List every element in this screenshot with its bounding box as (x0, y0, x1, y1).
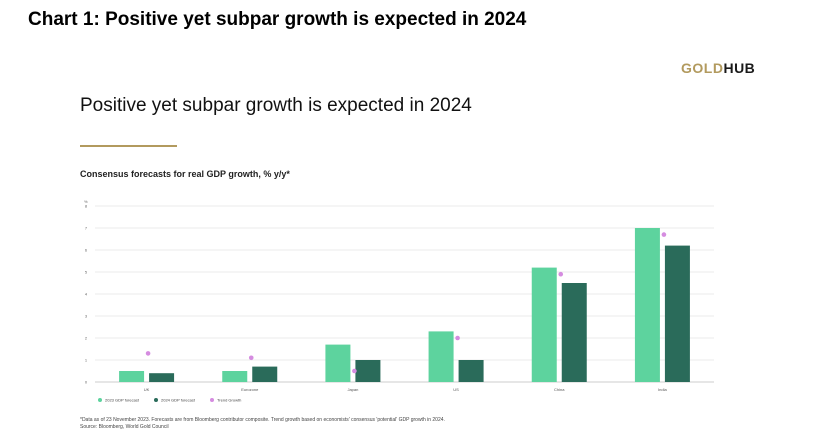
y-tick-label: 6 (85, 248, 88, 253)
title-underline (80, 145, 177, 147)
y-tick-label: 1 (85, 358, 88, 363)
trend-point (248, 355, 254, 361)
y-tick-label: 0 (85, 380, 88, 385)
legend-marker (210, 398, 214, 402)
x-tick-label: China (554, 387, 565, 392)
logo-hub-text: HUB (723, 60, 756, 76)
y-tick-label: 7 (85, 226, 88, 231)
x-tick-label: India (658, 387, 667, 392)
bar-2024 (149, 373, 175, 382)
legend-marker (154, 398, 158, 402)
trend-point (661, 232, 667, 237)
y-tick-label: 4 (85, 292, 88, 297)
bar-2023 (428, 331, 454, 382)
chart-footnote: *Data as of 23 November 2023. Forecasts … (80, 417, 445, 431)
y-axis-unit-label: % (84, 199, 88, 204)
chart-title: Positive yet subpar growth is expected i… (80, 95, 472, 116)
bar-2023 (634, 228, 660, 382)
bar-2024 (561, 283, 587, 382)
legend-label: 2023 GDP forecast (105, 398, 140, 403)
y-tick-label: 5 (85, 270, 88, 275)
y-tick-label: 2 (85, 336, 88, 341)
bar-2023 (325, 344, 351, 382)
x-tick-label: UK (144, 387, 150, 392)
chart-subtitle: Consensus forecasts for real GDP growth,… (80, 169, 290, 179)
footnote-note: *Data as of 23 November 2023. Forecasts … (80, 417, 445, 423)
y-tick-label: 8 (85, 204, 88, 209)
legend-label: 2024 GDP forecast (161, 398, 196, 403)
bar-2024 (252, 366, 278, 382)
trend-point (145, 351, 151, 356)
bar-2024 (355, 360, 381, 382)
bar-2023 (222, 371, 248, 382)
x-tick-label: Eurozone (241, 387, 259, 392)
trend-point (558, 271, 564, 277)
bar-2023 (119, 371, 145, 382)
bar-2024 (458, 360, 484, 382)
goldhub-logo[interactable]: GOLDHUB (681, 60, 755, 76)
trend-point (352, 368, 357, 374)
y-tick-label: 3 (85, 314, 88, 319)
page-header-title: Chart 1: Positive yet subpar growth is e… (28, 9, 527, 30)
x-tick-label: Japan (347, 387, 358, 392)
legend-marker (98, 398, 102, 402)
legend-label: Trend Growth (217, 398, 241, 403)
trend-point (455, 335, 460, 341)
bar-2024 (664, 245, 690, 382)
footnote-source: Source: Bloomberg, World Gold Council (80, 424, 169, 430)
logo-gold-text: GOLD (681, 60, 724, 76)
x-tick-label: US (453, 387, 459, 392)
bar-2023 (531, 267, 557, 382)
